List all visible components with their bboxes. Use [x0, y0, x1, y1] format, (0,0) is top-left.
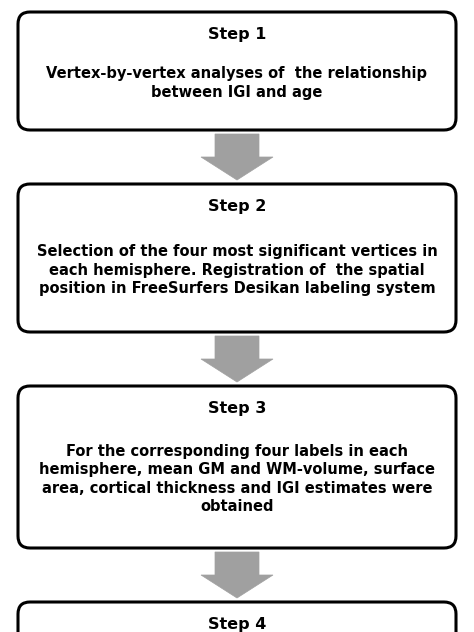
FancyBboxPatch shape — [18, 12, 456, 130]
Text: For the corresponding four labels in each
hemisphere, mean GM and WM-volume, sur: For the corresponding four labels in eac… — [39, 444, 435, 514]
Polygon shape — [201, 134, 273, 180]
FancyBboxPatch shape — [18, 386, 456, 548]
Text: Step 2: Step 2 — [208, 198, 266, 214]
FancyBboxPatch shape — [18, 602, 456, 632]
Polygon shape — [201, 552, 273, 598]
Text: Vertex-by-vertex analyses of  the relationship
between IGI and age: Vertex-by-vertex analyses of the relatio… — [46, 66, 428, 100]
Text: Step 1: Step 1 — [208, 27, 266, 42]
FancyBboxPatch shape — [18, 184, 456, 332]
Text: Step 3: Step 3 — [208, 401, 266, 415]
Polygon shape — [201, 336, 273, 382]
Text: Selection of the four most significant vertices in
each hemisphere. Registration: Selection of the four most significant v… — [36, 244, 438, 296]
Text: Step 4: Step 4 — [208, 616, 266, 631]
